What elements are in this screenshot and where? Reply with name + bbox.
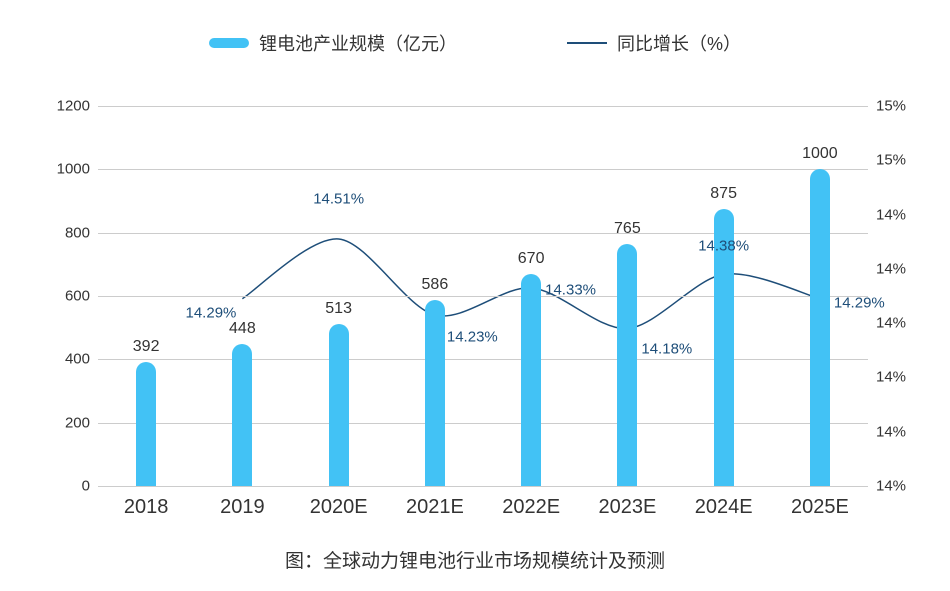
x-tick-label: 2021E (406, 486, 464, 519)
gridline (98, 423, 868, 424)
legend-item-line: 同比增长（%） (567, 30, 741, 56)
x-tick-label: 2019 (220, 486, 265, 519)
y-left-tick-label: 0 (82, 478, 98, 495)
line-value-label: 14.29% (834, 294, 885, 311)
bar (425, 300, 445, 486)
chart-caption: 图：全球动力锂电池行业市场规模统计及预测 (0, 546, 950, 573)
y-left-tick-label: 600 (65, 288, 98, 305)
bar-value-label: 670 (518, 250, 545, 268)
x-tick-label: 2018 (124, 486, 169, 519)
y-left-tick-label: 800 (65, 224, 98, 241)
x-tick-label: 2024E (695, 486, 753, 519)
gridline (98, 296, 868, 297)
y-right-tick-label: 14% (868, 369, 906, 386)
y-right-tick-label: 14% (868, 206, 906, 223)
legend-item-bar: 锂电池产业规模（亿元） (209, 30, 457, 56)
bar (521, 274, 541, 486)
y-right-tick-label: 15% (868, 98, 906, 115)
bar-value-label: 586 (422, 276, 449, 294)
line-value-label: 14.51% (313, 191, 364, 208)
y-left-tick-label: 1000 (57, 161, 98, 178)
line-value-label: 14.23% (447, 329, 498, 346)
y-left-tick-label: 200 (65, 414, 98, 431)
x-tick-label: 2022E (502, 486, 560, 519)
bar-value-label: 765 (614, 220, 641, 238)
plot-area: 02004006008001000120014%14%14%14%14%14%1… (98, 106, 868, 486)
line-value-label: 14.33% (545, 281, 596, 298)
bar (232, 344, 252, 486)
bar-value-label: 448 (229, 320, 256, 338)
bar (617, 244, 637, 486)
y-left-tick-label: 1200 (57, 98, 98, 115)
y-right-tick-label: 14% (868, 423, 906, 440)
gridline (98, 106, 868, 107)
y-left-tick-label: 400 (65, 351, 98, 368)
gridline (98, 233, 868, 234)
line-value-label: 14.38% (698, 238, 749, 255)
line-value-label: 14.18% (641, 340, 692, 357)
x-tick-label: 2020E (310, 486, 368, 519)
y-right-tick-label: 14% (868, 260, 906, 277)
bar (810, 169, 830, 486)
bar (329, 324, 349, 486)
legend-bar-label: 锂电池产业规模（亿元） (259, 30, 457, 56)
gridline (98, 359, 868, 360)
bar (136, 362, 156, 486)
legend-line-mark (567, 42, 607, 44)
bar-value-label: 513 (325, 300, 352, 318)
x-tick-label: 2025E (791, 486, 849, 519)
bar-value-label: 1000 (802, 145, 838, 163)
y-right-tick-label: 14% (868, 315, 906, 332)
y-right-tick-label: 14% (868, 478, 906, 495)
legend-line-label: 同比增长（%） (617, 30, 741, 56)
bar-value-label: 875 (710, 185, 737, 203)
bar-value-label: 392 (133, 338, 160, 356)
y-right-tick-label: 15% (868, 152, 906, 169)
line-value-label: 14.29% (186, 304, 237, 321)
gridline (98, 169, 868, 170)
chart-container: 锂电池产业规模（亿元） 同比增长（%） 02004006008001000120… (0, 0, 950, 591)
legend: 锂电池产业规模（亿元） 同比增长（%） (0, 30, 950, 56)
x-tick-label: 2023E (598, 486, 656, 519)
legend-bar-mark (209, 38, 249, 48)
